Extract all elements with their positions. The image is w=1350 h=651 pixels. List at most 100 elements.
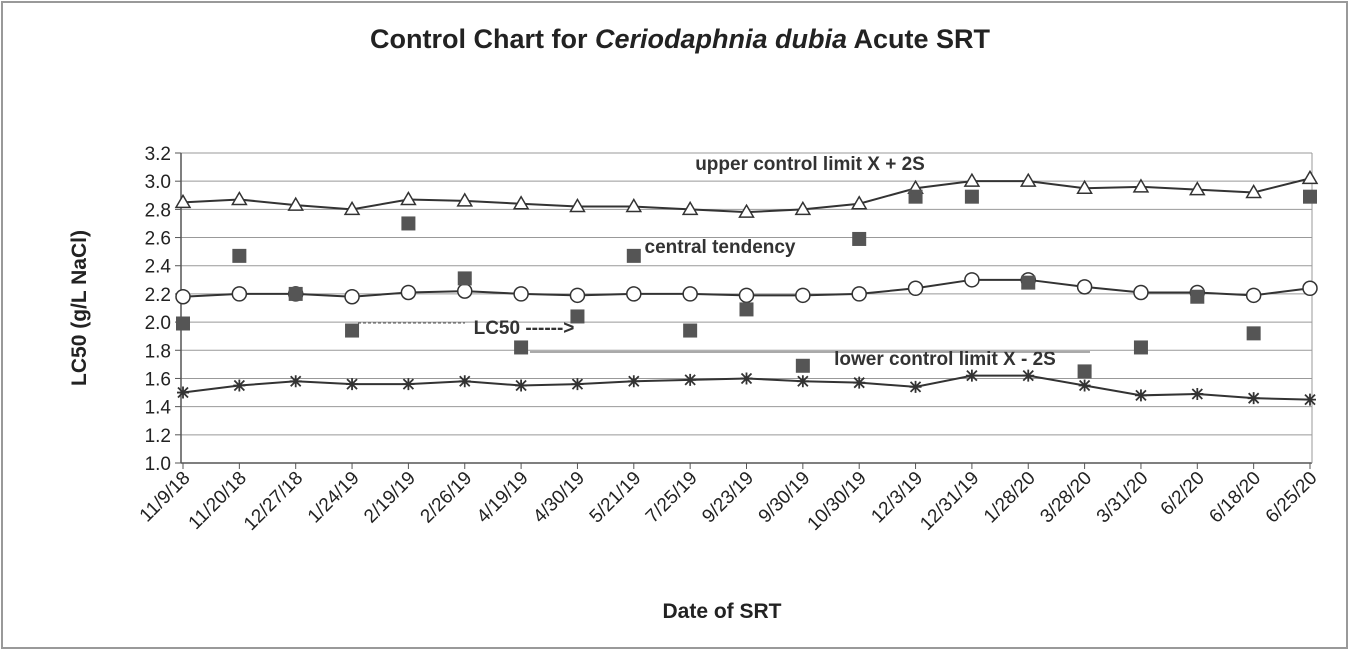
- triangle-marker: [343, 200, 361, 216]
- triangle-marker: [1188, 181, 1206, 196]
- triangle-marker: [456, 192, 474, 207]
- square-marker: [964, 189, 979, 204]
- asterisk-marker: [1191, 387, 1204, 400]
- triangle-marker: [1245, 183, 1262, 199]
- asterisk-marker: [346, 378, 359, 391]
- y-tick-label: 1.0: [145, 454, 171, 475]
- triangle-marker: [963, 172, 981, 187]
- square-marker: [345, 323, 360, 338]
- square-marker: [1190, 289, 1205, 304]
- title-part: Control Chart for: [370, 24, 588, 54]
- square-marker: [1021, 275, 1036, 290]
- asterisk-marker: [1247, 392, 1260, 405]
- square-marker: [852, 231, 867, 246]
- square-marker: [795, 358, 810, 373]
- square-marker: [1246, 326, 1261, 341]
- circle-marker: [738, 287, 755, 304]
- triangle-marker: [1132, 178, 1150, 193]
- asterisk-marker: [853, 376, 866, 389]
- triangle-marker: [512, 195, 530, 210]
- title-part: Ceriodaphnia dubia: [595, 24, 847, 54]
- circle-marker: [457, 283, 473, 299]
- asterisk-marker: [177, 386, 189, 399]
- annotation: upper control limit X + 2S: [695, 154, 925, 175]
- circle-marker: [569, 287, 586, 304]
- annotation: lower control limit X - 2S: [834, 349, 1056, 370]
- circle-marker: [1133, 284, 1149, 301]
- asterisk-marker: [571, 378, 584, 391]
- circle-marker: [175, 288, 191, 305]
- y-tick-label: 2.0: [145, 313, 171, 334]
- triangle-marker: [569, 198, 586, 213]
- asterisk-marker: [289, 375, 302, 388]
- square-marker: [626, 248, 641, 263]
- triangle-marker: [1301, 169, 1319, 185]
- triangle-marker: [738, 203, 755, 218]
- triangle-marker: [625, 198, 643, 213]
- square-marker: [1303, 189, 1317, 204]
- square-marker: [176, 316, 190, 331]
- y-tick-label: 1.6: [145, 369, 171, 390]
- asterisk-marker: [627, 375, 640, 388]
- asterisk-marker: [796, 375, 809, 388]
- asterisk-marker: [515, 379, 528, 392]
- circle-marker: [851, 286, 867, 302]
- y-axis-label: LC50 (g/L NaCl): [68, 230, 91, 386]
- asterisk-marker: [1078, 379, 1091, 392]
- circle-marker: [795, 287, 811, 304]
- circle-marker: [964, 272, 980, 288]
- asterisk-marker: [458, 375, 471, 388]
- asterisk-marker: [965, 369, 978, 382]
- asterisk-marker: [1022, 369, 1035, 382]
- square-marker: [739, 302, 754, 317]
- square-marker: [683, 323, 698, 338]
- circle-marker: [513, 286, 529, 302]
- asterisk-marker: [1134, 389, 1147, 402]
- triangle-marker: [174, 193, 192, 209]
- square-marker: [457, 271, 472, 286]
- square-marker: [908, 189, 923, 204]
- circle-marker: [1076, 279, 1093, 295]
- x-axis-label: Date of SRT: [662, 600, 781, 623]
- y-tick-label: 3.2: [145, 144, 171, 165]
- triangle-marker: [231, 191, 248, 206]
- square-marker: [1133, 340, 1148, 355]
- chart-title: Control Chart for Ceriodaphnia dubia Acu…: [370, 24, 991, 54]
- circle-marker: [626, 286, 642, 302]
- square-marker: [570, 309, 585, 324]
- y-tick-label: 2.8: [145, 200, 171, 221]
- triangle-marker: [850, 195, 868, 210]
- y-tick-label: 2.6: [145, 229, 171, 250]
- asterisk-marker: [233, 379, 246, 392]
- triangle-marker: [400, 191, 417, 206]
- triangle-marker: [794, 200, 812, 216]
- circle-marker: [907, 280, 924, 297]
- circle-marker: [1245, 287, 1262, 304]
- circle-marker: [682, 286, 698, 302]
- square-marker: [514, 340, 529, 355]
- y-tick-label: 1.8: [145, 341, 171, 362]
- title-part: Acute SRT: [854, 24, 991, 54]
- asterisk-marker: [684, 373, 697, 386]
- circle-marker: [231, 286, 248, 302]
- circle-marker: [1302, 280, 1318, 297]
- square-marker: [232, 248, 247, 263]
- square-marker: [288, 286, 303, 301]
- triangle-marker: [681, 200, 699, 216]
- y-tick-label: 2.4: [145, 257, 172, 278]
- circle-marker: [344, 288, 360, 305]
- y-tick-label: 2.2: [145, 285, 171, 306]
- square-marker: [401, 216, 416, 231]
- asterisk-marker: [740, 372, 753, 385]
- y-tick-label: 1.2: [145, 426, 171, 447]
- asterisk-marker: [402, 378, 415, 391]
- annotation: LC50 ------>: [474, 318, 575, 339]
- square-marker: [1077, 364, 1092, 379]
- asterisk-marker: [1304, 393, 1316, 406]
- triangle-marker: [1019, 172, 1037, 187]
- circle-marker: [400, 284, 417, 301]
- triangle-marker: [1076, 179, 1093, 194]
- asterisk-marker: [909, 380, 922, 393]
- triangle-marker: [287, 196, 305, 211]
